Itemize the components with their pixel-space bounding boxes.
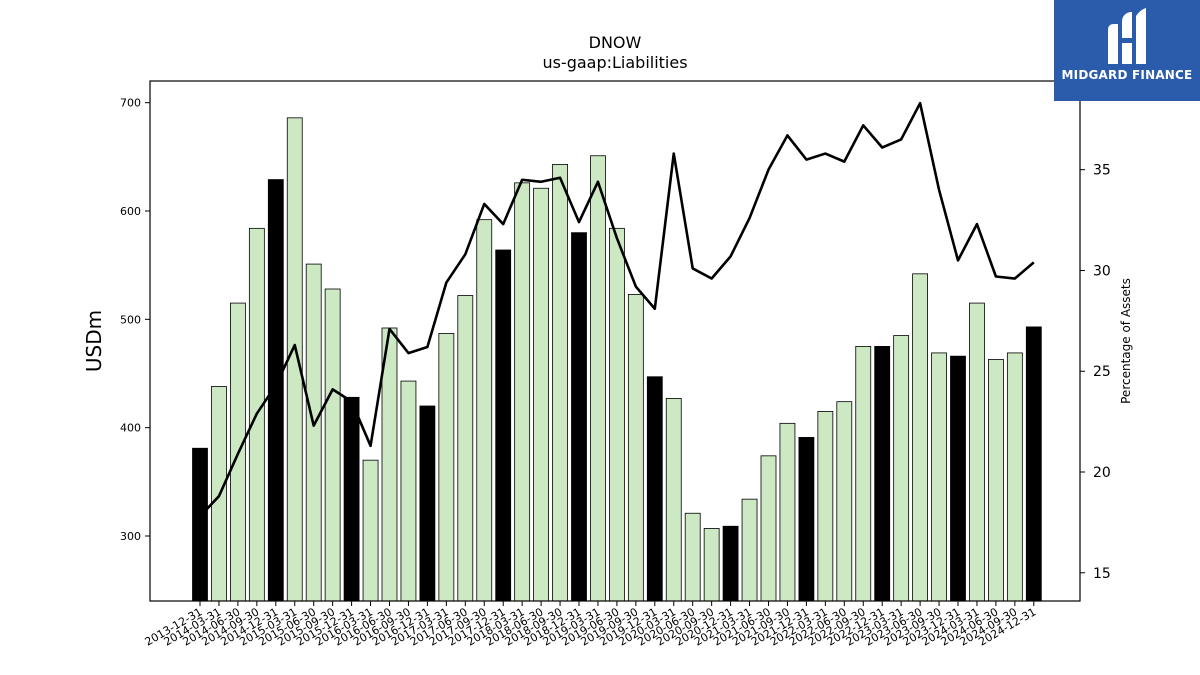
bar bbox=[419, 405, 436, 602]
y-tick-label: 400 bbox=[120, 422, 141, 435]
bar bbox=[893, 335, 910, 602]
chart-subtitle: us-gaap:Liabilities bbox=[542, 53, 687, 72]
y2-tick-label: 25 bbox=[1093, 364, 1111, 380]
bar bbox=[533, 187, 549, 602]
bar bbox=[912, 273, 928, 602]
bars-group bbox=[192, 117, 1042, 602]
bar bbox=[192, 447, 208, 602]
bar bbox=[931, 352, 947, 602]
plot-frame bbox=[149, 80, 1081, 602]
y-tick-label: 700 bbox=[120, 97, 141, 110]
logo: MIDGARD FINANCE bbox=[1054, 0, 1200, 101]
bar bbox=[988, 359, 1004, 602]
y-axis-label: USDm bbox=[82, 310, 106, 372]
bar bbox=[760, 455, 777, 602]
bar bbox=[874, 346, 891, 602]
bar bbox=[552, 164, 568, 602]
line-series bbox=[199, 101, 1035, 518]
bar bbox=[609, 227, 625, 602]
bar bbox=[836, 401, 853, 602]
y-tick-label: 500 bbox=[120, 313, 141, 326]
bar bbox=[267, 179, 284, 602]
bar bbox=[703, 528, 720, 602]
y2-tick-label: 30 bbox=[1093, 263, 1111, 279]
line-group bbox=[199, 101, 1035, 518]
bar bbox=[855, 346, 872, 602]
bar bbox=[362, 459, 379, 602]
bar bbox=[438, 333, 455, 602]
bar bbox=[722, 525, 739, 602]
bar bbox=[950, 355, 966, 602]
bar bbox=[590, 155, 606, 602]
bar bbox=[779, 422, 796, 602]
bar bbox=[798, 437, 815, 602]
y-axis-left: 300 400 500 600 700 bbox=[120, 97, 150, 543]
bar bbox=[646, 376, 663, 602]
bar bbox=[495, 249, 512, 602]
bar bbox=[817, 411, 834, 602]
chart-title: DNOW bbox=[589, 33, 642, 52]
y-tick-label: 600 bbox=[120, 205, 141, 218]
logo-text: MIDGARD FINANCE bbox=[1061, 68, 1193, 82]
bar bbox=[571, 232, 587, 602]
bar bbox=[324, 288, 341, 602]
y2-tick-label: 15 bbox=[1093, 566, 1111, 582]
y-tick-label: 300 bbox=[120, 530, 141, 543]
bar bbox=[627, 294, 644, 602]
bar bbox=[684, 512, 701, 602]
bar bbox=[741, 498, 758, 602]
y-axis-right: 15 20 25 30 35 bbox=[1080, 163, 1111, 582]
bar bbox=[476, 219, 493, 602]
bar bbox=[400, 380, 417, 602]
y2-tick-label: 35 bbox=[1093, 163, 1111, 179]
logo-mark-icon bbox=[1108, 8, 1146, 64]
y2-tick-label: 20 bbox=[1093, 465, 1111, 481]
bar bbox=[286, 117, 303, 602]
y2-axis-label: Percentage of Assets bbox=[1119, 278, 1133, 404]
x-axis: 2013-12-312014-03-312014-06-302014-09-30… bbox=[143, 601, 1038, 649]
bar bbox=[514, 182, 531, 602]
bar bbox=[1006, 352, 1023, 602]
bar bbox=[1025, 326, 1042, 602]
bar bbox=[969, 302, 985, 602]
bar bbox=[305, 263, 322, 602]
bar bbox=[343, 396, 360, 602]
bar bbox=[457, 295, 474, 602]
bar bbox=[665, 398, 682, 602]
